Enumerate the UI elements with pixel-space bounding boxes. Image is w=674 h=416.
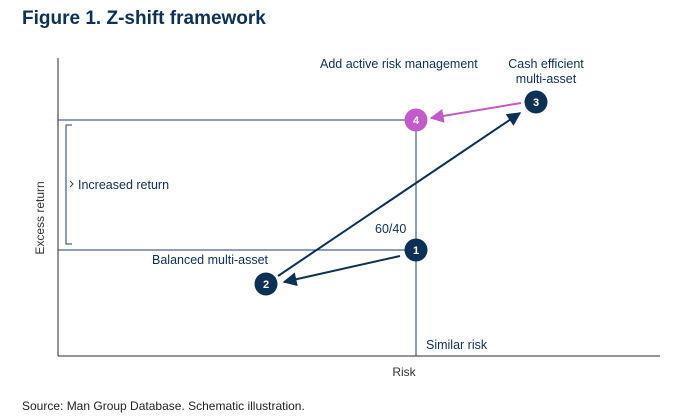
y-axis-label: Excess return: [33, 181, 47, 254]
source-note: Source: Man Group Database. Schematic il…: [22, 399, 305, 413]
add-active-risk-label: Add active risk management: [320, 57, 478, 71]
increased-return-bracket: [65, 124, 72, 245]
cash-efficient-label-line2: multi-asset: [516, 72, 577, 86]
node-3: 3: [524, 90, 548, 114]
similar-risk-label: Similar risk: [426, 338, 488, 352]
node-4: 4: [404, 108, 428, 132]
node-3-label: 3: [533, 97, 539, 109]
arrow-1-to-2: [282, 255, 401, 287]
node-1: 1: [404, 238, 428, 262]
x-axis-label: Risk: [392, 365, 416, 379]
arrow-2-to-3: [277, 112, 522, 277]
arrow-3-to-4: [429, 102, 522, 123]
increased-return-label: Increased return: [78, 178, 169, 192]
cash-efficient-label-line1: Cash efficient: [508, 57, 584, 71]
sixty-forty-label: 60/40: [375, 222, 406, 236]
balanced-multi-asset-label: Balanced multi-asset: [152, 253, 269, 267]
bracket-tick-icon: [69, 180, 74, 188]
node-2: 2: [254, 272, 278, 296]
figure-title: Figure 1. Z-shift framework: [22, 8, 266, 29]
node-2-label: 2: [263, 279, 269, 291]
node-1-label: 1: [413, 245, 419, 257]
node-4-label: 4: [413, 115, 420, 127]
